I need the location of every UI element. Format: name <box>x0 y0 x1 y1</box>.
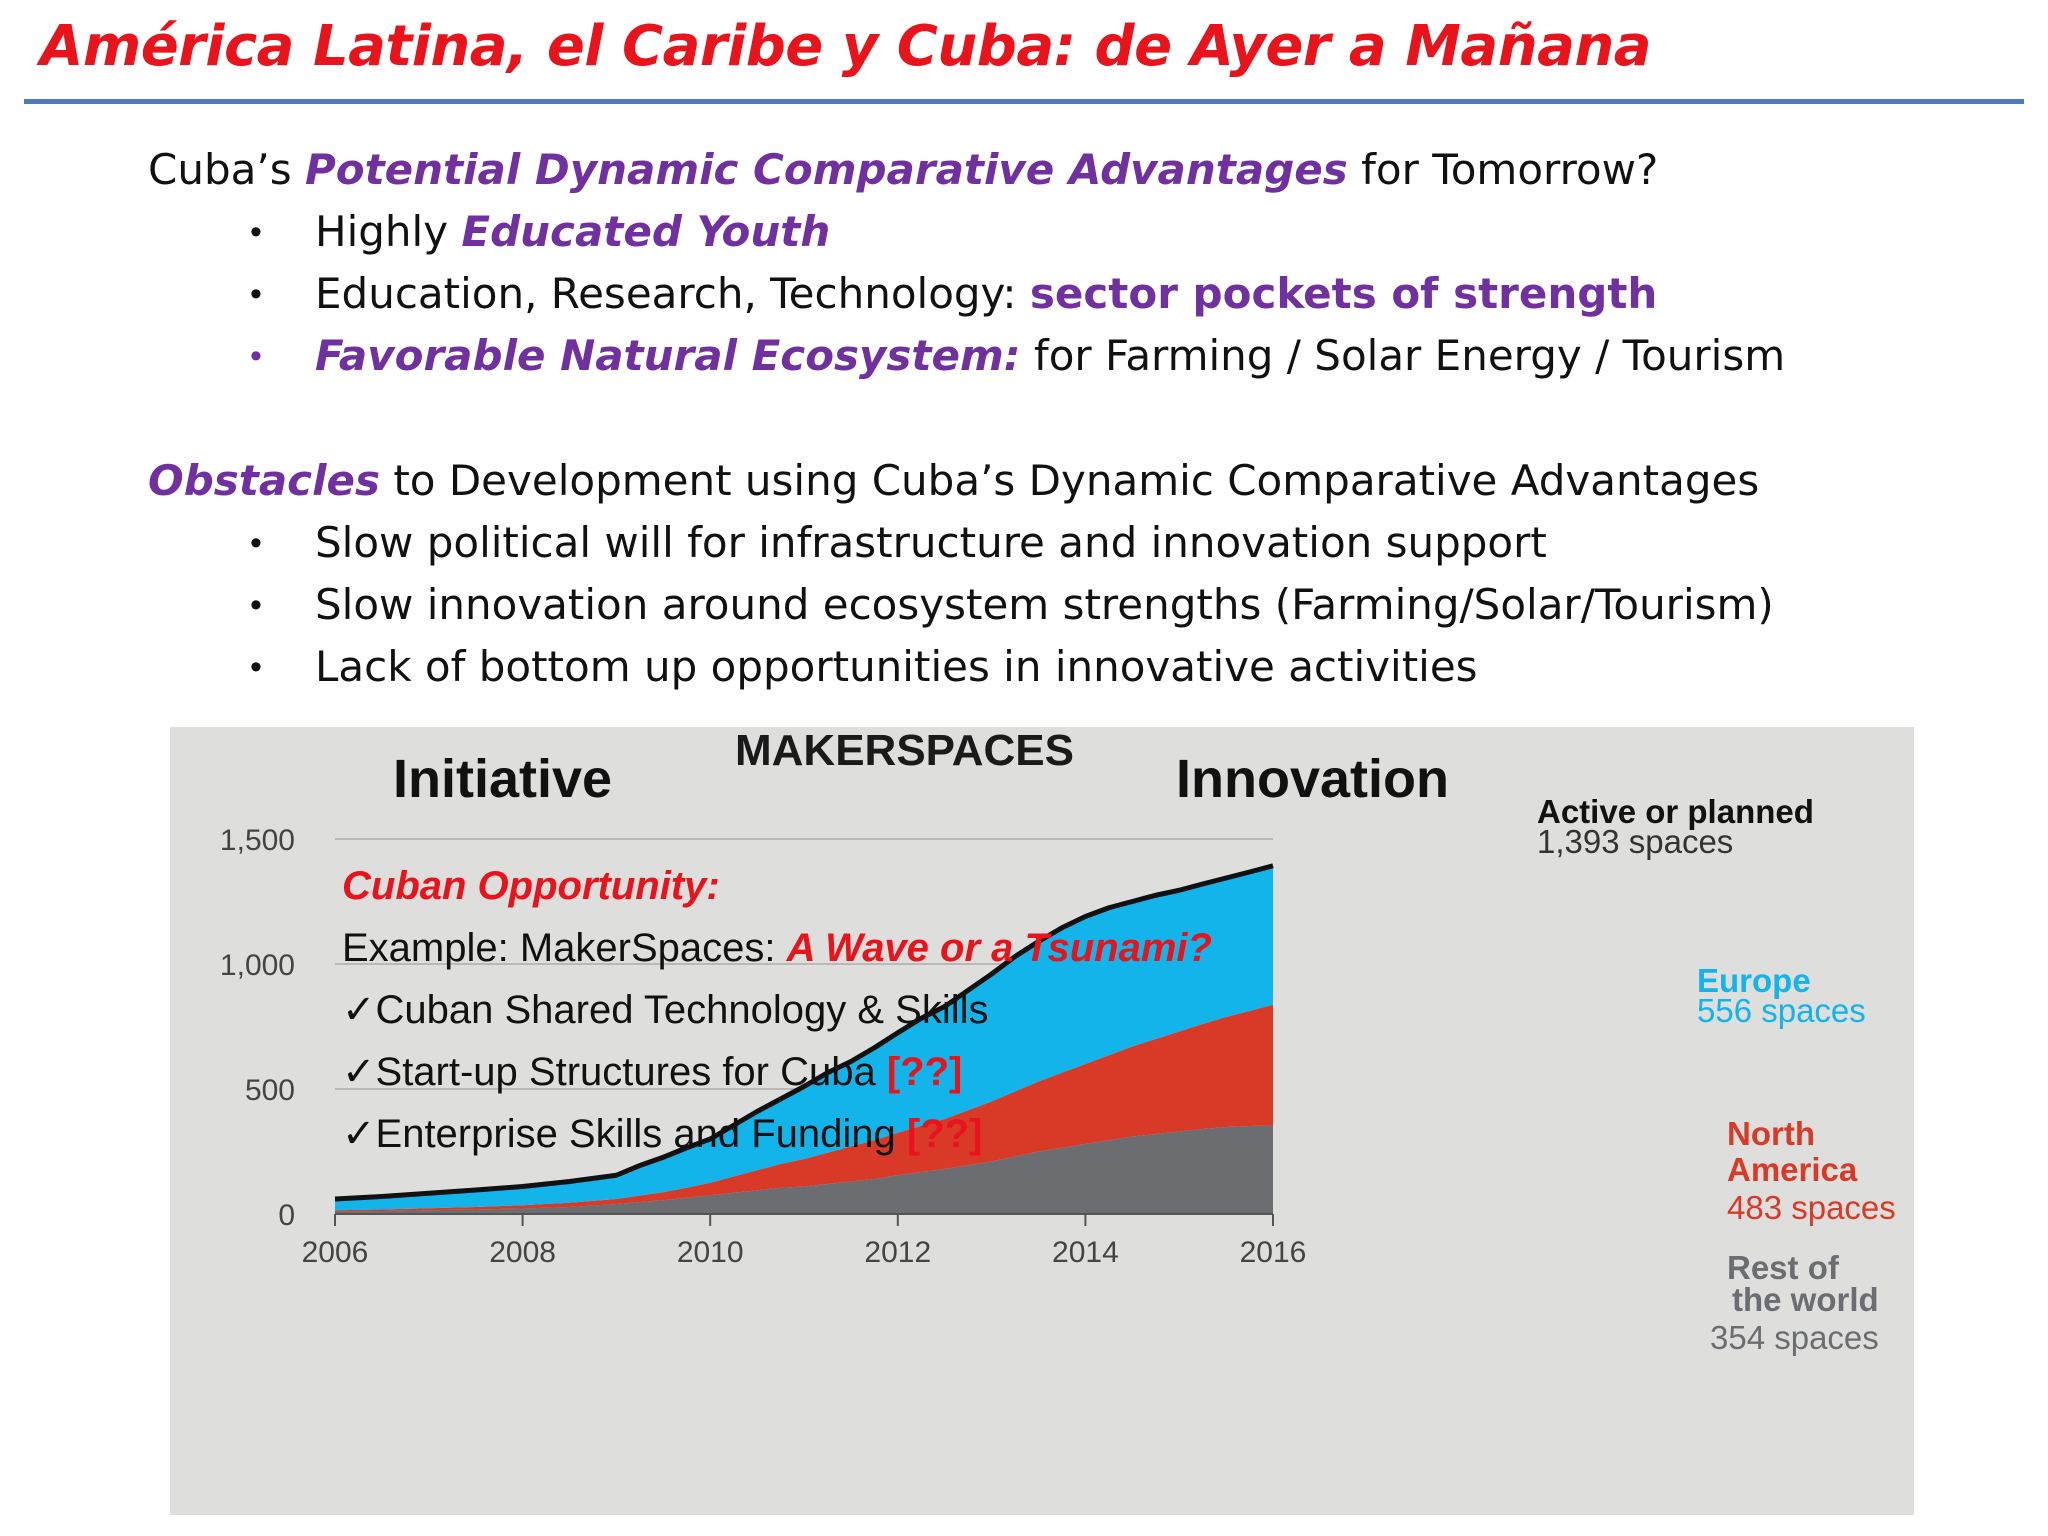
title-divider <box>24 99 2024 104</box>
legend-north-america-name: North America <box>1727 1115 1858 1188</box>
obstacle-item: Slow political will for infrastructure a… <box>315 518 1547 567</box>
makerspaces-chart: 0 500 1,000 1,500 2006 2008 2010 2012 2014 2016 M… <box>220 726 1896 1356</box>
obstacle-item: Slow innovation around ecosystem strengt… <box>315 580 1774 629</box>
x-tick-label: 2008 <box>489 1236 556 1269</box>
check-item: ✓Enterprise Skills and Funding [??] <box>342 1112 982 1156</box>
opportunity-title: Cuban Opportunity: <box>342 864 720 908</box>
advantages-heading-suffix: for Tomorrow? <box>1347 145 1659 194</box>
check-text: Cuban Shared Technology & Skills <box>376 988 989 1032</box>
advantage-item-text: Highly <box>315 207 462 256</box>
obstacles-heading: Obstacles to Development using Cuba’s Dy… <box>148 455 1759 507</box>
series-area-north-america <box>335 1004 1273 1212</box>
x-tick-label: 2014 <box>1052 1236 1119 1269</box>
advantage-item-emphasis: Educated Youth <box>461 207 831 256</box>
y-tick-label: 0 <box>278 1199 295 1232</box>
legend-rest-of-world-name: Rest of the world <box>1727 1249 1879 1318</box>
legend-north-america-count: 483 spaces <box>1727 1189 1896 1226</box>
obstacles-heading-emphasis: Obstacles <box>148 456 380 505</box>
total-label: Active or planned <box>1537 793 1814 830</box>
total-outline <box>334 863 1274 1202</box>
check-icon: ✓ <box>342 1112 376 1156</box>
advantage-item-emphasis: sector pockets of strength <box>1029 269 1658 318</box>
bullet-glyph: • <box>250 524 262 562</box>
check-flag: [??] <box>907 1112 983 1156</box>
obstacles-heading-suffix: to Development using Cuba’s Dynamic Comp… <box>379 456 1760 505</box>
x-tick-label: 2006 <box>302 1236 369 1269</box>
chart-title: MAKERSPACES <box>735 727 1074 775</box>
legend-north-america-line-2: America <box>1727 1151 1858 1188</box>
check-icon: ✓ <box>342 1050 376 1094</box>
series-area-europe <box>335 865 1273 1211</box>
advantage-item-sector-pockets: Education, Research, Technology: sector … <box>315 268 1657 320</box>
advantages-heading-emphasis: Potential Dynamic Comparative Advantages <box>304 145 1348 194</box>
x-tick-label: 2016 <box>1240 1236 1307 1269</box>
legend-europe-count: 556 spaces <box>1697 992 1866 1029</box>
y-tick-label: 1,500 <box>220 824 295 857</box>
bullet-glyph: • <box>250 213 262 251</box>
advantages-heading-prefix: Cuba’s <box>148 145 305 194</box>
advantage-item-text: for Farming / Solar Energy / Tourism <box>1020 331 1786 380</box>
bullet-glyph: • <box>250 586 262 624</box>
total-count: 1,393 spaces <box>1537 823 1733 860</box>
advantage-item-emphasis: Favorable Natural Ecosystem: <box>315 331 1021 380</box>
legend-north-america-line-1: North <box>1727 1115 1815 1152</box>
bullet-glyph: • <box>250 337 262 375</box>
check-item: ✓Start-up Structures for Cuba [??] <box>342 1050 962 1094</box>
advantage-item-text: Education, Research, Technology: <box>315 269 1030 318</box>
legend-rest-line-1: Rest of <box>1727 1249 1840 1286</box>
example-emphasis: A Wave or a Tsunami? <box>786 926 1212 970</box>
check-text: Enterprise Skills and Funding <box>376 1112 907 1156</box>
legend-rest-line-2: the world <box>1732 1281 1879 1318</box>
advantage-item-ecosystem: Favorable Natural Ecosystem: for Farming… <box>315 330 1785 382</box>
y-tick-label: 1,000 <box>220 949 295 982</box>
check-flag: [??] <box>887 1050 963 1094</box>
advantage-item-educated-youth: Highly Educated Youth <box>315 206 830 258</box>
bullet-glyph: • <box>250 275 262 313</box>
series-area-rest-of-the-world <box>335 1125 1273 1214</box>
slide-title: América Latina, el Caribe y Cuba: de Aye… <box>40 14 1652 79</box>
makerspaces-chart-panel: 0 500 1,000 1,500 2006 2008 2010 2012 2014 2016 M… <box>170 726 1914 1515</box>
legend-rest-of-world-count: 354 spaces <box>1710 1319 1879 1356</box>
innovation-label: Innovation <box>1176 749 1449 809</box>
check-text: Start-up Structures for Cuba <box>376 1050 887 1094</box>
check-icon: ✓ <box>342 988 376 1032</box>
opportunity-example: Example: MakerSpaces: A Wave or a Tsunam… <box>342 926 1212 970</box>
x-tick-label: 2012 <box>864 1236 931 1269</box>
y-tick-label: 500 <box>245 1074 295 1107</box>
advantages-heading: Cuba’s Potential Dynamic Comparative Adv… <box>148 144 1658 196</box>
initiative-label: Initiative <box>393 749 612 809</box>
x-tick-label: 2010 <box>677 1236 744 1269</box>
check-item: ✓Cuban Shared Technology & Skills <box>342 988 988 1032</box>
bullet-glyph: • <box>250 648 262 686</box>
legend-europe-name: Europe <box>1697 962 1811 999</box>
example-prefix: Example: MakerSpaces: <box>342 926 787 970</box>
obstacle-item: Lack of bottom up opportunities in innov… <box>315 642 1478 691</box>
